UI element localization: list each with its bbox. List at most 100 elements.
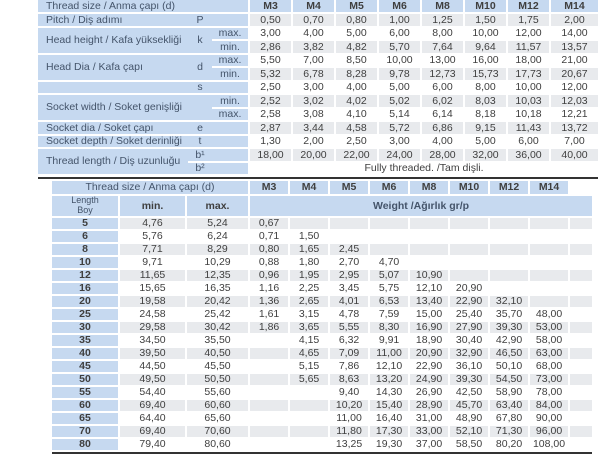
weight-cell [448,217,489,231]
length-cell: 35 [52,334,118,348]
spec-value-cell: 3,00 [377,135,421,149]
max-cell: 12,35 [185,269,249,283]
spec-value-cell: 15,73 [463,68,507,82]
weight-cell: 4,65 [288,347,329,361]
spec-value-cell: 0,80 [334,14,378,28]
weight-header-label: Thread size / Anma çapı (d) [52,181,249,196]
max-cell: 40,50 [185,347,249,361]
spec-row-symbol: t [188,135,212,149]
size-column-header: M14 [549,0,599,14]
spec-row-label: Socket depth / Soket derinliği [38,135,188,149]
spec-value-cell: 22,00 [334,149,378,163]
weight-row: 40 39,50 40,50 4,65 7,09 11,00 20,90 32,90 46,50… [52,347,593,361]
length-cell: 50 [52,373,118,387]
min-cell: 54,40 [118,386,185,400]
length-cell: 16 [52,282,118,296]
weight-cell: 3,65 [288,321,329,335]
weight-cell [448,243,489,257]
spec-value-cell: 24,00 [377,149,421,163]
spec-value-cell: 1,00 [377,14,421,28]
spec-value-cell: 6,00 [377,27,421,41]
weight-cell [408,243,449,257]
weight-cell: 25,40 [448,308,489,322]
spec-value-cell: 3,02 [291,95,335,109]
spec-value-cell: 12,03 [549,95,599,109]
max-cell: 50,50 [185,373,249,387]
length-cell: 40 [52,347,118,361]
spec-header-row: Thread size / Anma çapı (d) M3 M4 M5 M6 … [38,0,599,14]
weight-row: 35 34,50 35,50 4,15 6,32 9,91 18,90 30,40 42,90 5… [52,334,593,348]
weight-cell: 22,90 [448,295,489,309]
min-cell: 11,65 [118,269,185,283]
spec-value-cell: 10,18 [506,108,550,122]
spec-value-cell: 16,00 [463,54,507,68]
spec-row-symbol: s [188,81,212,95]
weight-cell: 2,25 [288,282,329,296]
spec-value-cell: 17,73 [506,68,550,82]
spec-row-qualifier [212,149,249,163]
spec-value-cell: 13,57 [549,41,599,55]
weight-cell: 4,01 [328,295,369,309]
spec-value-cell: 5,00 [334,27,378,41]
weight-cell [448,256,489,270]
length-cell: 10 [52,256,118,270]
weight-cell: 1,86 [248,321,289,335]
weight-cell: 36,10 [448,360,489,374]
spec-value-cell: 4,10 [334,108,378,122]
weight-cell: 18,90 [408,334,449,348]
size-column-header: M10 [448,181,489,196]
weight-cell: 20,90 [408,347,449,361]
spec-value-cell: 0,50 [248,14,292,28]
spec-value-cell: 8,03 [463,95,507,109]
weight-cell: 11,00 [328,412,369,426]
weight-cell: 5,15 [288,360,329,374]
weight-cell: 68,00 [528,360,569,374]
weight-cell [528,269,569,283]
weight-cell [408,230,449,244]
weight-cell: 7,59 [368,308,409,322]
weight-cell [448,269,489,283]
spec-value-cell: 10,00 [463,27,507,41]
weight-cell [248,399,289,413]
size-column-header: M4 [291,0,335,14]
spec-row-qualifier: min. [212,95,249,109]
weight-cell: 4,78 [328,308,369,322]
weight-cell: 2,95 [328,269,369,283]
weight-cell: 33,00 [408,425,449,439]
spec-value-cell: 2,87 [248,122,292,136]
min-cell: 39,50 [118,347,185,361]
spec-value-cell: 8,00 [463,81,507,95]
spec-row-qualifier: min. [212,68,249,82]
weight-cell: 7,09 [328,347,369,361]
spec-row: b² Fully threaded. /Tam dişli. [38,162,599,176]
weight-cell [528,295,569,309]
spec-value-cell: 5,14 [377,108,421,122]
weight-cell: 12,10 [408,282,449,296]
spec-value-cell: 6,78 [291,68,335,82]
weight-cell [488,217,529,231]
spec-row-symbol [188,95,212,122]
weight-cell [248,412,289,426]
min-cell: 15,65 [118,282,185,296]
spec-value-cell: 14,00 [549,27,599,41]
weight-cell: 12,10 [368,360,409,374]
min-cell: 5,76 [118,230,185,244]
weight-cell: 22,90 [408,360,449,374]
spec-value-cell: 8,50 [334,54,378,68]
weight-cell: 8,63 [328,373,369,387]
weight-cell: 26,90 [408,386,449,400]
spec-value-cell: 3,00 [291,81,335,95]
size-column-header: M10 [463,0,507,14]
weight-cell: 16,40 [368,412,409,426]
weight-row: 70 69,40 70,60 11,80 17,30 33,00 52,10 71,30 96,… [52,425,593,439]
spacer-cell [568,269,593,283]
max-cell: 20,42 [185,295,249,309]
weight-cell: 6,53 [368,295,409,309]
spec-row-symbol: k [188,27,212,55]
weight-cell [488,256,529,270]
spec-row-qualifier [212,122,249,136]
spec-value-cell: 18,00 [506,54,550,68]
spec-value-cell: 4,00 [420,135,464,149]
length-label-tr: Boy [77,204,93,215]
spec-value-cell: 8,00 [420,27,464,41]
